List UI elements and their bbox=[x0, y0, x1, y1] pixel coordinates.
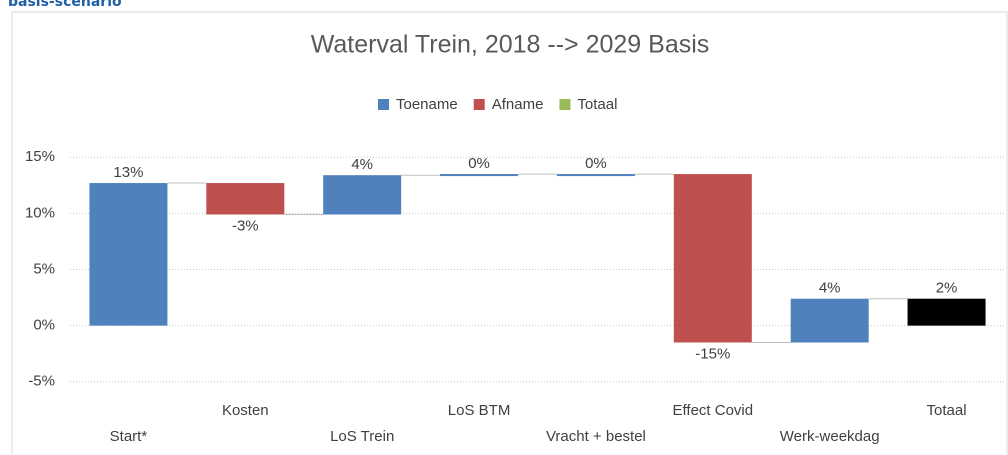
bar bbox=[440, 174, 519, 177]
bar bbox=[206, 183, 285, 215]
bar bbox=[89, 183, 168, 326]
chart-frame bbox=[11, 11, 1008, 455]
y-tick-label: 15% bbox=[25, 148, 55, 165]
y-tick-label: 0% bbox=[33, 317, 55, 334]
data-label: 13% bbox=[113, 164, 143, 181]
bar bbox=[673, 174, 752, 343]
y-tick-label: 5% bbox=[33, 260, 55, 277]
data-label: 4% bbox=[819, 280, 841, 297]
data-label: 4% bbox=[351, 156, 373, 173]
data-label: 0% bbox=[468, 155, 490, 172]
legend-label: Toename bbox=[396, 96, 458, 113]
header-title: basis-scenario bbox=[8, 0, 122, 10]
x-tick-label: Kosten bbox=[222, 402, 269, 419]
data-label: 2% bbox=[936, 280, 958, 297]
chart-title: Waterval Trein, 2018 --> 2029 Basis bbox=[311, 31, 710, 59]
data-label: 0% bbox=[585, 155, 607, 172]
bar bbox=[323, 175, 402, 215]
data-label: -3% bbox=[232, 217, 259, 234]
bar bbox=[556, 174, 635, 177]
bar bbox=[790, 298, 869, 343]
legend-swatch bbox=[473, 99, 485, 110]
y-tick-label: 10% bbox=[25, 204, 55, 221]
y-tick-label: -5% bbox=[28, 373, 55, 390]
x-tick-label: LoS Trein bbox=[330, 428, 394, 445]
legend-swatch bbox=[559, 99, 571, 110]
legend-label: Afname bbox=[492, 96, 544, 113]
data-label: -15% bbox=[695, 345, 730, 362]
x-tick-label: Effect Covid bbox=[673, 402, 754, 419]
bar bbox=[907, 298, 986, 326]
x-tick-label: LoS BTM bbox=[448, 402, 511, 419]
legend-swatch bbox=[378, 99, 389, 110]
x-tick-label: Totaal bbox=[927, 402, 967, 419]
x-tick-label: Start* bbox=[110, 428, 148, 445]
x-tick-label: Werk-weekdag bbox=[780, 428, 880, 445]
legend-label: Totaal bbox=[577, 96, 617, 113]
x-tick-label: Vracht + bestel bbox=[546, 428, 646, 445]
